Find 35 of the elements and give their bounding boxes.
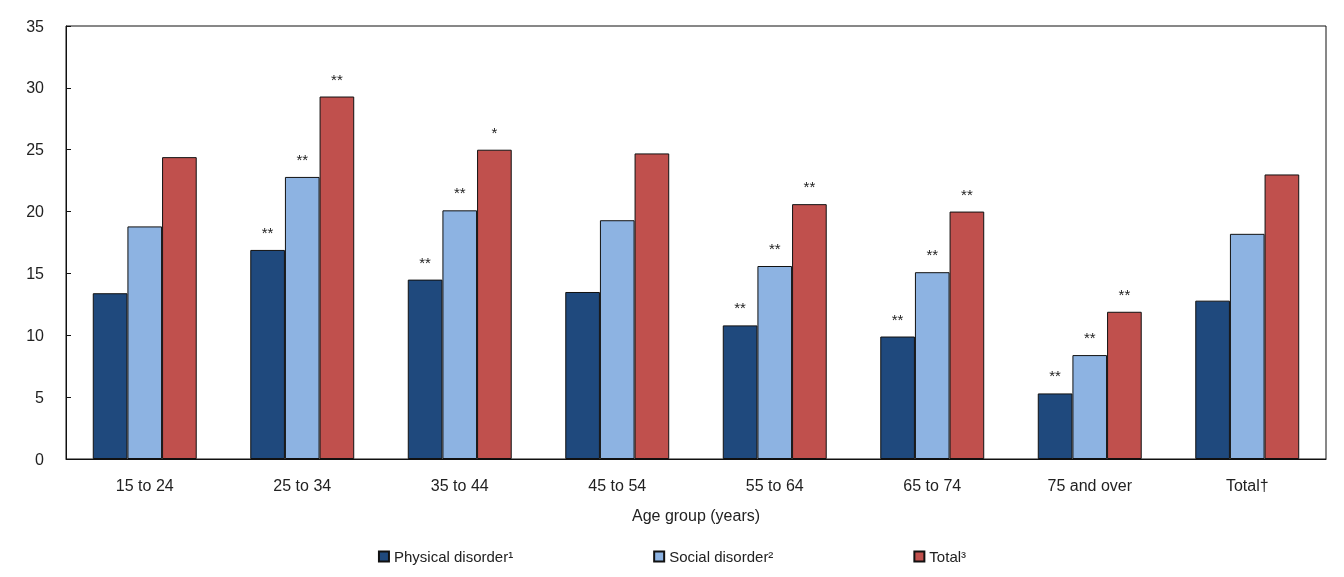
y-tick-label: 10 [26, 326, 45, 344]
data-label: * [491, 123, 498, 141]
legend-label: Physical disorder¹ [393, 548, 514, 565]
x-tick-label: 15 to 24 [115, 476, 174, 494]
data-label: ** [768, 240, 781, 258]
data-label: ** [331, 70, 343, 88]
y-tick-label: 5 [35, 388, 45, 406]
data-label: ** [1118, 285, 1131, 303]
data-label: ** [1083, 329, 1096, 347]
x-tick-label: Total† [1225, 476, 1269, 494]
legend-label: Total³ [929, 548, 967, 565]
data-label: ** [453, 184, 466, 202]
data-label: ** [419, 253, 432, 271]
data-label: ** [734, 299, 747, 317]
y-tick-label: 20 [26, 203, 45, 221]
data-label: ** [803, 178, 816, 196]
x-tick-label: 75 and over [1047, 476, 1133, 494]
data-label: ** [1049, 367, 1062, 385]
x-tick-label: 55 to 64 [745, 476, 804, 494]
data-label: ** [891, 310, 904, 328]
y-tick-label: 25 [26, 141, 45, 159]
x-tick-label: 65 to 74 [903, 476, 962, 494]
y-tick-label: 0 [35, 450, 45, 468]
x-axis-title: Age group (years) [631, 506, 761, 524]
y-tick-label: 30 [26, 79, 45, 97]
y-tick-label: 15 [26, 264, 45, 282]
x-tick-label: 35 to 44 [430, 476, 489, 494]
x-tick-label: 45 to 54 [588, 476, 647, 494]
x-tick-label: 25 to 34 [273, 476, 332, 494]
data-label: ** [926, 246, 939, 264]
legend-label: Social disorder² [669, 548, 774, 565]
data-label: ** [261, 223, 274, 241]
data-label: ** [296, 150, 309, 168]
y-tick-label: 35 [26, 17, 45, 35]
data-label: ** [961, 185, 973, 203]
